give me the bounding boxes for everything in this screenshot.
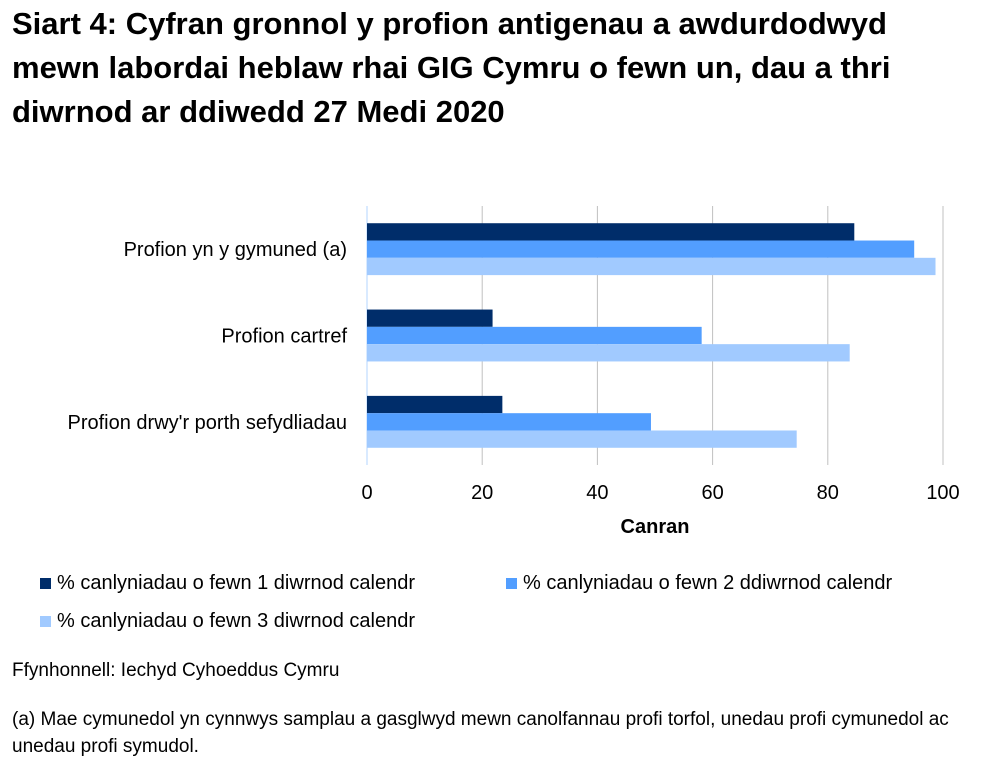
source-note: Ffynhonnell: Iechyd Cyhoeddus Cymru [12, 660, 340, 681]
legend-label: % canlyniadau o fewn 1 diwrnod calendr [57, 572, 415, 594]
bar [367, 257, 936, 276]
legend-label: % canlyniadau o fewn 2 ddiwrnod calendr [523, 572, 893, 594]
bar-chart: 0 20 40 60 80 100 Canran Profion yn y gymuned (… [67, 206, 960, 538]
x-tick-label: 80 [817, 482, 839, 504]
x-axis-label: Canran [621, 516, 690, 538]
legend-swatch [40, 578, 51, 589]
x-tick-label: 100 [926, 482, 959, 504]
legend-swatch [40, 616, 51, 627]
legend-swatch [506, 578, 517, 589]
category-label: Profion drwy'r porth sefydliadau [67, 412, 347, 434]
legend-item-2: % canlyniadau o fewn 2 ddiwrnod calendr [506, 572, 892, 595]
bar [367, 413, 651, 431]
bar [367, 223, 855, 241]
legend-label: % canlyniadau o fewn 3 diwrnod calendr [57, 610, 415, 632]
bar [367, 430, 797, 448]
bar [367, 240, 915, 258]
bar [367, 344, 850, 362]
bar [367, 395, 503, 414]
x-tick-label: 0 [361, 482, 372, 504]
x-tick-label: 40 [586, 482, 608, 504]
footnote: (a) Mae cymunedol yn cynnwys samplau a g… [12, 709, 949, 757]
legend-item-3: % canlyniadau o fewn 3 diwrnod calendr [40, 610, 415, 633]
bar [367, 309, 493, 327]
x-tick-label: 20 [471, 482, 493, 504]
x-tick-label: 60 [701, 482, 723, 504]
category-label: Profion yn y gymuned (a) [124, 239, 347, 261]
bar [367, 326, 702, 345]
category-label: Profion cartref [221, 326, 347, 348]
legend-item-1: % canlyniadau o fewn 1 diwrnod calendr [40, 572, 415, 595]
chart-title: Siart 4: Cyfran gronnol y profion antige… [12, 6, 891, 129]
